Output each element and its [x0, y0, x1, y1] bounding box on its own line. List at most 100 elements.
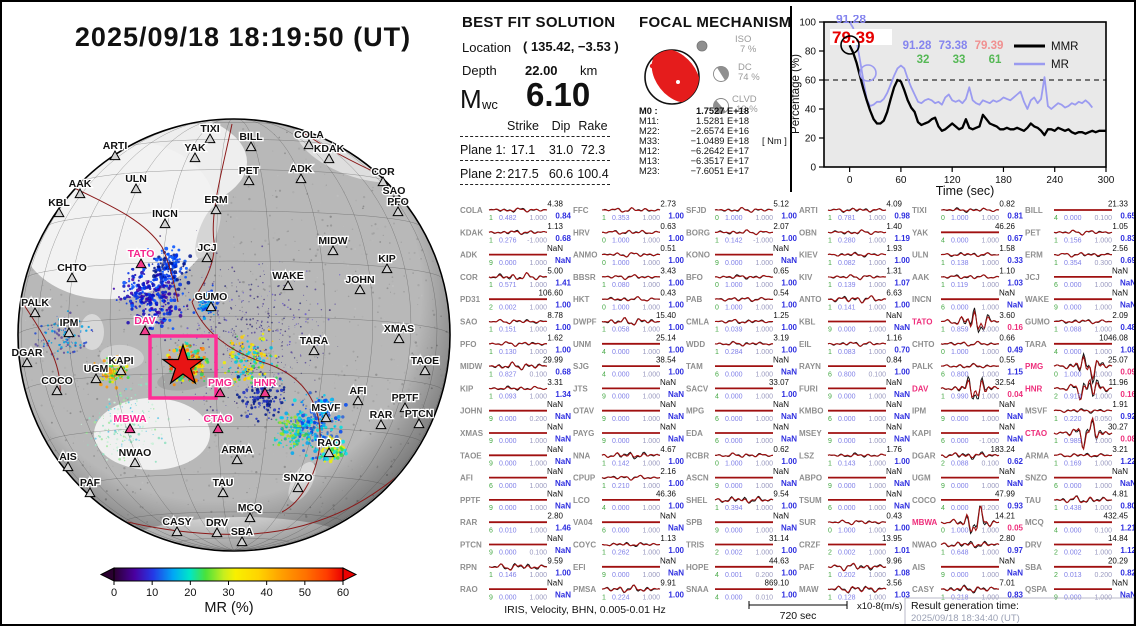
synthetic-trace [940, 309, 1000, 331]
waveform-cell-ULN: ULN 1.58 0.33 1 0.138 1.000 [912, 244, 1024, 267]
ratio-value: 1.00 [781, 212, 797, 221]
waveform-cell-ERM: ERM 2.56 0.69 1 0.354 0.300 [1025, 244, 1134, 267]
station-code: KIV [799, 273, 813, 282]
amplitude-value: 2.56 [1112, 244, 1128, 253]
correlation-value: 0.262 [612, 550, 630, 557]
station-label: PALK [21, 297, 49, 309]
station-code: TAM [686, 362, 703, 371]
amplitude-value: 0.55 [999, 356, 1015, 365]
amplitude-value: NaN [773, 356, 789, 365]
correlation-value: 0.002 [838, 550, 856, 557]
quality-flag: 9 [489, 505, 493, 512]
correlation-value: 0.781 [838, 215, 856, 222]
ratio-value: 0.92 [1120, 412, 1136, 421]
station-code: AAK [912, 273, 930, 282]
quality-flag: 6 [828, 371, 832, 378]
quality-flag: 9 [828, 438, 832, 445]
station-label: ULN [125, 173, 147, 185]
synthetic-trace [827, 562, 887, 572]
plane1-label: Plane 1: [460, 143, 506, 157]
synthetic-trace [602, 296, 660, 302]
correlation-value: 0.151 [499, 327, 517, 334]
station-code: COCO [912, 496, 936, 505]
shift-value: 1.000 [1094, 282, 1112, 289]
quality-flag: 2 [1054, 572, 1058, 579]
correlation-value: 0.000 [951, 483, 969, 490]
shift-value: 1.000 [868, 349, 886, 356]
moment-tensor-list: M0 : 1.7527 E+18 M11: 1.5281 E+18 M22: −2.6… [639, 106, 757, 176]
correlation-value: 0.000 [725, 371, 743, 378]
synthetic-trace [827, 453, 887, 457]
station-code: TIXI [912, 206, 927, 215]
station-triangle-icon [129, 456, 141, 468]
synthetic-trace [488, 385, 548, 391]
quality-flag: 0 [715, 282, 719, 289]
station-label: PAF [80, 477, 101, 489]
station-code: MIDW [460, 362, 483, 371]
waveform-cell-SHEL: SHEL 9.54 1.00 1 0.394 1.000 [686, 489, 798, 512]
shift-value: 1.000 [1094, 327, 1112, 334]
map-station-PTCN: PTCN [403, 407, 435, 429]
station-label: NWAO [119, 447, 152, 459]
m13-label: M13: [639, 156, 660, 166]
ratio-value: NaN [1007, 568, 1023, 577]
correlation-value: 0.000 [725, 416, 743, 423]
station-triangle-icon [419, 364, 431, 376]
shift-value: 1.000 [642, 371, 660, 378]
waveform-cell-SBA: SBA 20.29 0.82 2 0.013 0.200 [1025, 556, 1134, 579]
shift-value: 1.000 [529, 527, 547, 534]
shift-value: 1.000 [981, 527, 999, 534]
ratio-value: NaN [1120, 278, 1136, 287]
amplitude-value: 1.62 [547, 333, 563, 342]
shift-value: 1.000 [755, 327, 773, 334]
quality-flag: 1 [489, 282, 493, 289]
correlation-value: 0.130 [499, 349, 517, 356]
amplitude-value: 8.78 [547, 311, 563, 320]
shift-value: 1.000 [529, 304, 547, 311]
station-label: DRV [206, 517, 228, 529]
mr-mmr-time-chart: 0 60 120 180 240 300 0 20 40 60 80 100 Time (sec) Per… [790, 15, 1115, 198]
correlation-value: 0.128 [838, 594, 856, 601]
map-station-RAR: RAR [368, 408, 394, 430]
shift-value: 1.000 [642, 483, 660, 490]
ratio-value: NaN [668, 390, 684, 399]
ratio-value: 1.00 [668, 323, 684, 332]
shift-value: 1.000 [755, 550, 773, 557]
amplitude-value: 1.93 [886, 244, 902, 253]
quality-flag: 1 [602, 461, 606, 468]
station-triangle-icon [189, 151, 201, 163]
amplitude-value: 2.80 [999, 534, 1015, 543]
station-code: YAK [912, 228, 928, 237]
station-code: MCQ [1025, 518, 1044, 527]
location-value: ( 135.42, −3.53 ) [523, 39, 619, 54]
waveform-cell-PPTF: PPTF NaN NaN 9 0.000 1.000 [460, 489, 571, 512]
tensor-unit: [ Nm ] [762, 136, 787, 146]
y-tick-label: 100 [799, 18, 816, 29]
synthetic-trace [715, 452, 774, 458]
waveform-cell-COR: COR 5.00 1.41 1 0.571 1.000 [460, 266, 572, 289]
shift-value: 0.100 [529, 550, 547, 557]
ratio-value: 1.12 [1120, 546, 1136, 555]
quality-flag: 4 [941, 238, 945, 245]
quality-flag: 1 [941, 327, 945, 334]
station-code: MSEY [799, 429, 822, 438]
ratio-value: 0.93 [1007, 501, 1023, 510]
quality-flag: 1 [828, 349, 832, 356]
time-scale-bar: 720 sec [748, 601, 848, 622]
amplitude-value: 30.27 [1108, 423, 1129, 432]
correlation-value: 0.000 [725, 594, 743, 601]
shift-value: 1.000 [1094, 461, 1112, 468]
station-triangle-icon [354, 283, 366, 295]
map-station-INCN: INCN [151, 207, 179, 229]
ratio-value: 0.83 [1120, 234, 1136, 243]
waveform-cell-DWPF: DWPF 15.40 1.00 1 0.058 1.000 [573, 311, 685, 334]
station-triangle-icon [245, 140, 257, 152]
ratio-value: NaN [555, 457, 571, 466]
ratio-value: NaN [1007, 412, 1023, 421]
correlation-value: 0.919 [1064, 394, 1082, 401]
amplitude-value: 9.96 [886, 556, 902, 565]
station-code: SPB [686, 518, 703, 527]
shift-value: 1.000 [981, 327, 999, 334]
m0-value: 1.7527 E+18 [696, 106, 749, 116]
ratio-value: 1.00 [781, 457, 797, 466]
